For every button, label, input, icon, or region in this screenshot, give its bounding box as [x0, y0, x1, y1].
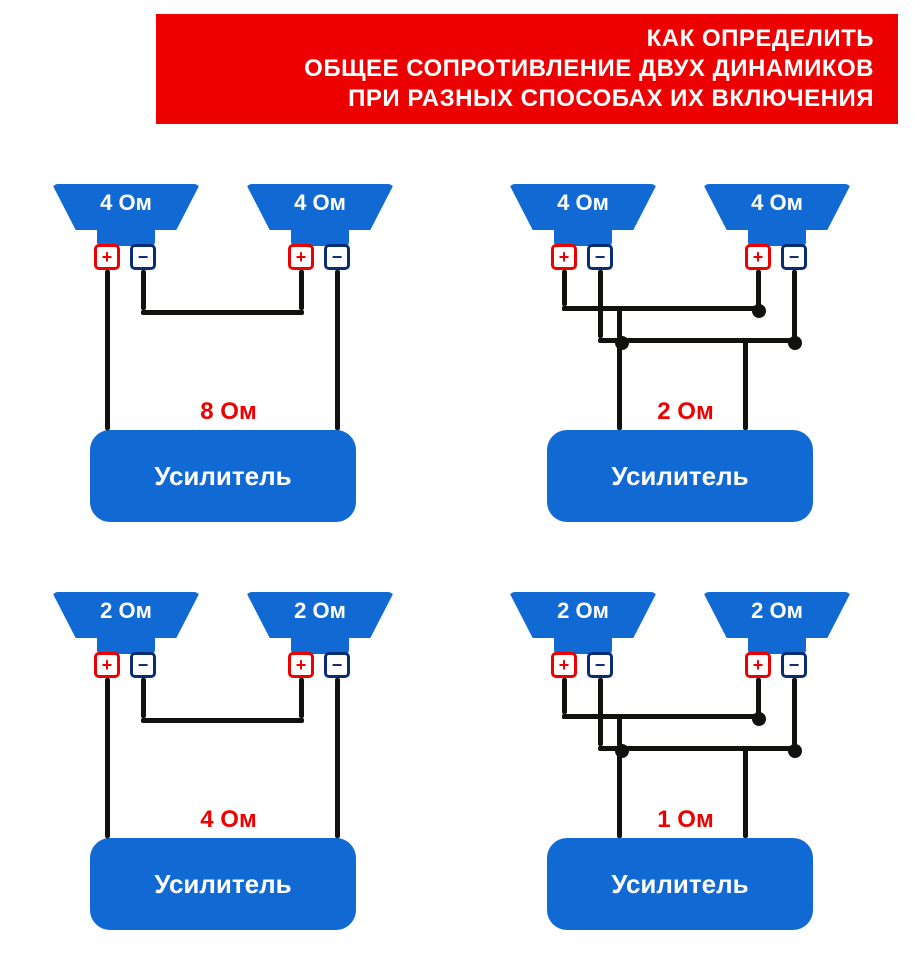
- speaker: 2 Ом+−: [509, 592, 657, 654]
- header-line-3: ПРИ РАЗНЫХ СПОСОБАХ ИХ ВКЛЮЧЕНИЯ: [304, 84, 874, 114]
- speaker: 2 Ом+−: [52, 592, 200, 654]
- amplifier: Усилитель: [547, 430, 813, 522]
- header-line-1: КАК ОПРЕДЕЛИТЬ: [304, 24, 874, 54]
- wire: [792, 270, 797, 338]
- wire-node: [615, 336, 629, 350]
- result-label: 1 Ом: [457, 806, 914, 834]
- wire-node: [615, 744, 629, 758]
- wire-node: [788, 744, 802, 758]
- terminal-plus: +: [288, 244, 314, 270]
- wire: [562, 714, 622, 719]
- header-banner: КАК ОПРЕДЕЛИТЬ ОБЩЕЕ СОПРОТИВЛЕНИЕ ДВУХ …: [156, 14, 898, 124]
- wire: [141, 678, 146, 718]
- panel-bl: 2 Ом+−2 Ом+−4 ОмУсилитель: [0, 558, 457, 966]
- speaker-label: 4 Ом: [52, 190, 200, 216]
- terminal-plus: +: [288, 652, 314, 678]
- speaker: 4 Ом+−: [703, 184, 851, 246]
- terminal-plus: +: [551, 244, 577, 270]
- result-label: 2 Ом: [457, 398, 914, 426]
- panels-grid: 4 Ом+−4 Ом+−8 ОмУсилитель4 Ом+−4 Ом+−2 О…: [0, 150, 914, 966]
- terminal-minus: −: [130, 652, 156, 678]
- terminal-plus: +: [745, 652, 771, 678]
- terminal-plus: +: [94, 652, 120, 678]
- amplifier: Усилитель: [90, 838, 356, 930]
- wire: [141, 718, 304, 723]
- speaker-label: 2 Ом: [52, 598, 200, 624]
- terminal-minus: −: [130, 244, 156, 270]
- panel-br: 2 Ом+−2 Ом+−1 ОмУсилитель: [457, 558, 914, 966]
- terminal-minus: −: [587, 652, 613, 678]
- terminal-minus: −: [324, 244, 350, 270]
- wire: [756, 270, 761, 306]
- wire: [562, 270, 567, 306]
- speaker-label: 4 Ом: [246, 190, 394, 216]
- speaker: 4 Ом+−: [246, 184, 394, 246]
- terminal-minus: −: [781, 244, 807, 270]
- wire: [598, 270, 603, 338]
- terminal-plus: +: [745, 244, 771, 270]
- result-label: 4 Ом: [0, 806, 457, 834]
- terminal-minus: −: [781, 652, 807, 678]
- speaker-label: 2 Ом: [509, 598, 657, 624]
- speaker: 4 Ом+−: [52, 184, 200, 246]
- wire: [598, 678, 603, 746]
- wire: [141, 310, 304, 315]
- wire: [299, 678, 304, 718]
- speaker: 2 Ом+−: [703, 592, 851, 654]
- terminal-plus: +: [551, 652, 577, 678]
- wire: [299, 270, 304, 310]
- page: КАК ОПРЕДЕЛИТЬ ОБЩЕЕ СОПРОТИВЛЕНИЕ ДВУХ …: [0, 0, 914, 966]
- result-label: 8 Ом: [0, 398, 457, 426]
- wire: [756, 678, 761, 714]
- header-line-2: ОБЩЕЕ СОПРОТИВЛЕНИЕ ДВУХ ДИНАМИКОВ: [304, 54, 874, 84]
- speaker-label: 4 Ом: [703, 190, 851, 216]
- panel-tr: 4 Ом+−4 Ом+−2 ОмУсилитель: [457, 150, 914, 558]
- speaker-label: 2 Ом: [246, 598, 394, 624]
- wire-node: [752, 304, 766, 318]
- terminal-minus: −: [587, 244, 613, 270]
- terminal-minus: −: [324, 652, 350, 678]
- wire: [562, 678, 567, 714]
- amplifier: Усилитель: [90, 430, 356, 522]
- terminal-plus: +: [94, 244, 120, 270]
- panel-tl: 4 Ом+−4 Ом+−8 ОмУсилитель: [0, 150, 457, 558]
- wire: [792, 678, 797, 746]
- wire: [562, 306, 622, 311]
- speaker-label: 2 Ом: [703, 598, 851, 624]
- header-text: КАК ОПРЕДЕЛИТЬ ОБЩЕЕ СОПРОТИВЛЕНИЕ ДВУХ …: [304, 24, 874, 114]
- wire-node: [788, 336, 802, 350]
- speaker: 4 Ом+−: [509, 184, 657, 246]
- speaker-label: 4 Ом: [509, 190, 657, 216]
- speaker: 2 Ом+−: [246, 592, 394, 654]
- amplifier: Усилитель: [547, 838, 813, 930]
- wire: [141, 270, 146, 310]
- wire-node: [752, 712, 766, 726]
